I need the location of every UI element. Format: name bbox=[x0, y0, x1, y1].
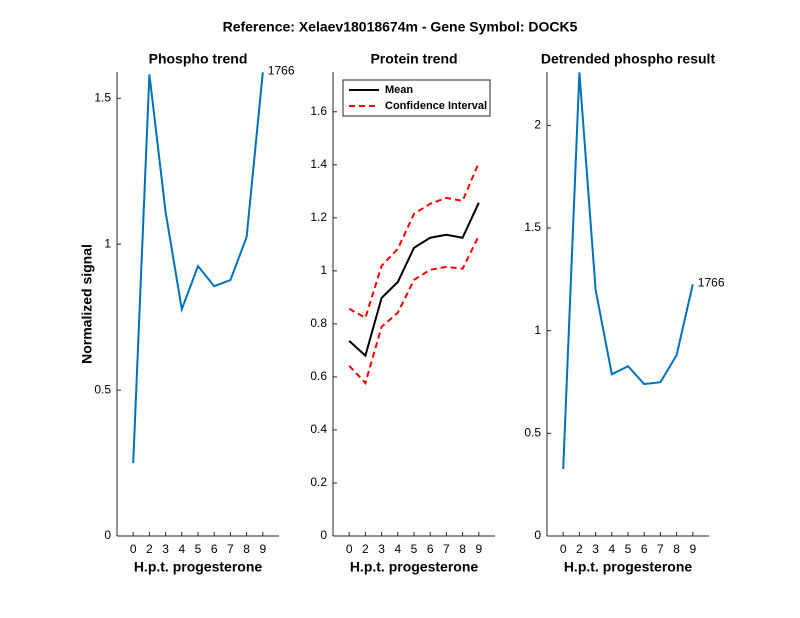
x-axis-label: H.p.t. progesterone bbox=[350, 559, 479, 575]
series-lower-line bbox=[348, 235, 480, 385]
x-tick-label: 9 bbox=[689, 542, 696, 556]
x-tick-label: 0 bbox=[346, 542, 353, 556]
y-tick-label: 0 bbox=[320, 528, 327, 542]
y-axis-label: Normalized signal bbox=[79, 244, 95, 364]
y-tick-label: 0 bbox=[104, 528, 111, 542]
y-tick-label: 0.4 bbox=[310, 422, 327, 436]
x-tick-label: 6 bbox=[427, 542, 434, 556]
y-tick-label: 1.4 bbox=[310, 157, 327, 171]
data-line bbox=[562, 72, 694, 470]
subplot-title: Protein trend bbox=[370, 51, 457, 67]
y-tick-label: 0.5 bbox=[524, 426, 541, 440]
x-tick-label: 3 bbox=[592, 542, 599, 556]
figure-title: Reference: Xelaev18018674m - Gene Symbol… bbox=[223, 19, 578, 35]
data-line bbox=[132, 72, 264, 464]
x-tick-label: 6 bbox=[641, 542, 648, 556]
x-tick-label: 9 bbox=[475, 542, 482, 556]
x-tick-label: 2 bbox=[576, 542, 583, 556]
x-tick-label: 2 bbox=[362, 542, 369, 556]
x-tick-label: 5 bbox=[625, 542, 632, 556]
x-tick-label: 8 bbox=[243, 542, 250, 556]
y-tick-label: 0 bbox=[534, 528, 541, 542]
y-tick-label: 1.5 bbox=[524, 220, 541, 234]
y-tick-label: 1 bbox=[104, 236, 111, 250]
x-tick-label: 0 bbox=[130, 542, 137, 556]
annotation: 1766 bbox=[268, 63, 295, 77]
x-tick-label: 7 bbox=[443, 542, 450, 556]
y-tick-label: 0.2 bbox=[310, 475, 327, 489]
y-tick-label: 2 bbox=[534, 118, 541, 132]
x-tick-label: 4 bbox=[608, 542, 615, 556]
y-tick-label: 1.5 bbox=[94, 90, 111, 104]
annotation: 1766 bbox=[698, 275, 725, 289]
x-tick-label: 7 bbox=[657, 542, 664, 556]
legend-box bbox=[342, 79, 491, 117]
y-tick-label: 0.5 bbox=[94, 382, 111, 396]
y-tick-label: 0.8 bbox=[310, 316, 327, 330]
x-tick-label: 5 bbox=[195, 542, 202, 556]
y-tick-label: 0.6 bbox=[310, 369, 327, 383]
series-line bbox=[348, 202, 480, 358]
subplot-title: Detrended phospho result bbox=[541, 51, 716, 67]
x-tick-label: 3 bbox=[378, 542, 385, 556]
x-tick-label: 8 bbox=[673, 542, 680, 556]
y-tick-label: 1.2 bbox=[310, 210, 327, 224]
x-tick-label: 0 bbox=[560, 542, 567, 556]
x-tick-label: 8 bbox=[459, 542, 466, 556]
x-tick-label: 4 bbox=[394, 542, 401, 556]
x-axis-label: H.p.t. progesterone bbox=[134, 559, 263, 575]
subplot-title: Phospho trend bbox=[149, 51, 248, 67]
x-tick-label: 7 bbox=[227, 542, 234, 556]
x-tick-label: 6 bbox=[211, 542, 218, 556]
y-tick-label: 1.6 bbox=[310, 104, 327, 118]
x-tick-label: 4 bbox=[178, 542, 185, 556]
y-tick-label: 1 bbox=[534, 323, 541, 337]
series-line bbox=[348, 162, 480, 320]
x-tick-label: 3 bbox=[162, 542, 169, 556]
legend-label: Confidence Interval bbox=[385, 100, 487, 112]
y-tick-label: 1 bbox=[320, 263, 327, 277]
x-axis-label: H.p.t. progesterone bbox=[564, 559, 693, 575]
x-tick-label: 5 bbox=[411, 542, 418, 556]
x-tick-label: 9 bbox=[259, 542, 266, 556]
x-tick-label: 2 bbox=[146, 542, 153, 556]
legend-label: Mean bbox=[385, 84, 413, 96]
